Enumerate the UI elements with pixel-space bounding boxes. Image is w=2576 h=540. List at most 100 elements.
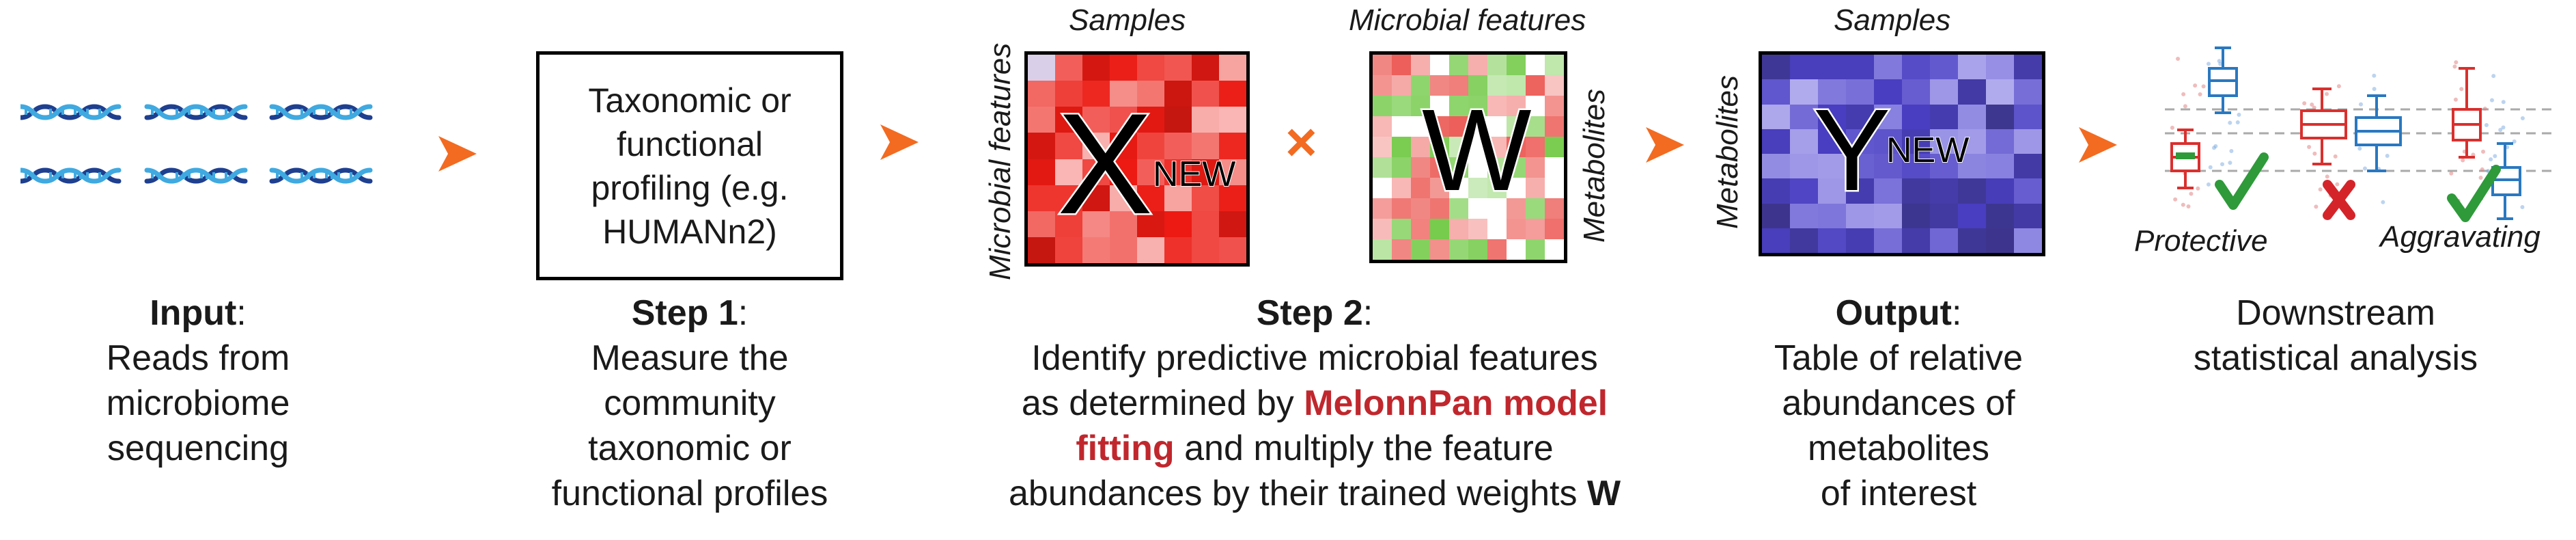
x-matrix-heatmap (1024, 51, 1250, 267)
heatmap-cell (1762, 154, 1790, 179)
jitter-point (2461, 158, 2465, 163)
heatmap-cell (1930, 79, 1958, 105)
heatmap-cell (2014, 79, 2042, 105)
heatmap-cell (1082, 237, 1110, 263)
jitter-point (2501, 125, 2506, 130)
boxplot-box (2300, 87, 2347, 165)
heatmap-cell (1373, 239, 1392, 260)
dna-icon (147, 170, 245, 181)
heatmap-cell (1790, 178, 1818, 204)
jitter-point (2229, 149, 2234, 154)
jitter-point (2449, 171, 2454, 176)
heatmap-cell (1846, 178, 1874, 204)
heatmap-cell (1411, 96, 1430, 116)
jitter-point (2501, 100, 2506, 105)
heatmap-cell (1110, 133, 1137, 159)
heatmap-cell (1958, 178, 1986, 204)
w-matrix-letter: W (1420, 85, 1532, 215)
heatmap-cell (1430, 55, 1449, 75)
y-matrix-heatmap (1759, 51, 2045, 256)
heatmap-cell (1790, 104, 1818, 129)
heatmap-cell (1164, 211, 1192, 237)
jitter-point (2312, 105, 2316, 110)
heatmap-cell (1430, 219, 1449, 239)
jitter-point (2307, 145, 2312, 150)
heatmap-cell (1902, 79, 1930, 105)
heatmap-cell (1902, 129, 1930, 154)
heatmap-cell (1874, 55, 1902, 80)
jitter-point (2213, 144, 2218, 148)
w-matrix-top-label: Microbial features (1349, 3, 1586, 37)
heatmap-cell (1192, 237, 1219, 263)
heatmap-cell (1055, 133, 1082, 159)
heatmap-cell (1373, 96, 1392, 116)
heatmap-cell (2014, 228, 2042, 253)
jitter-point (2181, 202, 2185, 207)
heatmap-cell (1373, 55, 1392, 75)
jitter-point (2357, 146, 2362, 151)
heatmap-cell (1846, 203, 1874, 228)
heatmap-cell (1790, 55, 1818, 80)
step2-line: as determined by (1021, 383, 1304, 423)
output-title: Output (1835, 293, 1952, 333)
heatmap-cell (1930, 129, 1958, 154)
heatmap-cell (1411, 178, 1430, 198)
heatmap-cell (1874, 203, 1902, 228)
downstream-line: statistical analysis (2193, 338, 2478, 378)
heatmap-cell (1507, 157, 1526, 178)
jitter-point (2196, 186, 2200, 191)
profiling-box-line: profiling (e.g. (591, 168, 789, 207)
heatmap-cell (1818, 55, 1846, 80)
heatmap-cell (1110, 55, 1137, 81)
heatmap-cell (1449, 55, 1468, 75)
output-colon: : (1951, 293, 1962, 333)
heatmap-cell (1487, 198, 1507, 219)
heatmap-cell (1958, 228, 1986, 253)
heatmap-cell (1762, 79, 1790, 105)
downstream-caption: Downstream statistical analysis (2158, 291, 2513, 381)
heatmap-cell (1507, 75, 1526, 96)
jitter-point (2333, 154, 2338, 159)
heatmap-cell (1762, 129, 1790, 154)
heatmap-cell (1958, 79, 1986, 105)
jitter-point (2208, 165, 2213, 170)
heatmap-cell (1545, 219, 1564, 239)
step2-title: Step 2 (1256, 293, 1363, 333)
downstream-line: Downstream (2236, 293, 2435, 333)
heatmap-cell (1411, 198, 1430, 219)
heatmap-cell (1790, 79, 1818, 105)
jitter-point (2325, 174, 2329, 179)
heatmap-cell (1818, 129, 1846, 154)
heatmap-cell (1958, 154, 1986, 179)
heatmap-cell (1762, 203, 1790, 228)
heatmap-cell (1526, 178, 1545, 198)
boxplot-icon (2165, 46, 2554, 222)
heatmap-cell (2014, 178, 2042, 204)
heatmap-cell (1028, 133, 1055, 159)
dna-icon (20, 107, 119, 118)
x-matrix-side-label: Microbial features (983, 42, 1017, 280)
jitter-point (2489, 157, 2493, 162)
step2-colon: : (1362, 293, 1373, 333)
heatmap-cell (1874, 79, 1902, 105)
heatmap-cell (1164, 237, 1192, 263)
heatmap-cell (1468, 116, 1487, 137)
heatmap-cell (1846, 129, 1874, 154)
heatmap-cell (1468, 198, 1487, 219)
jitter-point (2471, 152, 2476, 157)
heatmap-cell (1430, 75, 1449, 96)
output-caption: Output: Table of relative abundances of … (1735, 291, 2062, 516)
heatmap-cell (1082, 211, 1110, 237)
jitter-point (2302, 101, 2307, 106)
step2-line: and multiply the feature (1174, 429, 1554, 468)
output-line: Table of relative (1774, 338, 2024, 378)
jitter-point (2482, 107, 2487, 111)
heatmap-cell (1137, 159, 1164, 185)
dna-icon (272, 170, 370, 181)
heatmap-cell (1545, 239, 1564, 260)
profiling-box-line: Taxonomic or (588, 81, 792, 120)
heatmap-cell (1468, 239, 1487, 260)
heatmap-cell (1430, 137, 1449, 157)
heatmap-cell (1055, 237, 1082, 263)
arrow-right-icon (1646, 127, 1684, 163)
